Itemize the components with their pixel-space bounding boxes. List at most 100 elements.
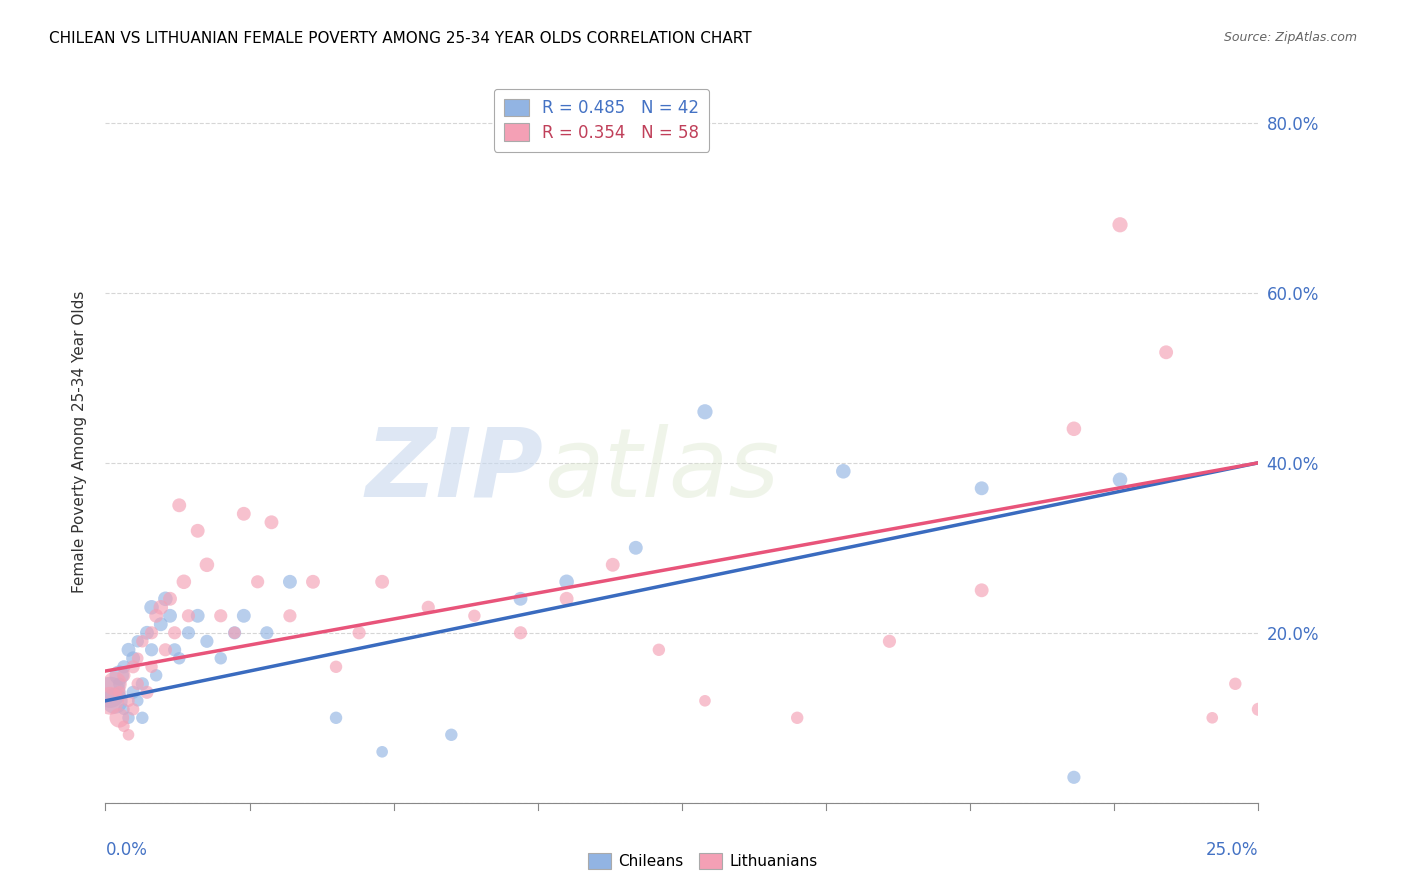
Point: [187, 608, 209, 623]
Point: [347, 625, 370, 640]
Point: [786, 711, 808, 725]
Point: [970, 583, 993, 598]
Point: [127, 677, 149, 691]
Point: [440, 728, 463, 742]
Point: [624, 541, 647, 555]
Point: [209, 608, 232, 623]
Point: [1385, 677, 1406, 691]
Point: [159, 591, 181, 606]
Point: [131, 677, 153, 691]
Point: [1225, 677, 1247, 691]
Point: [141, 625, 163, 640]
Point: [131, 634, 153, 648]
Point: [260, 516, 283, 530]
Point: [108, 711, 131, 725]
Legend: Chileans, Lithuanians: Chileans, Lithuanians: [582, 847, 824, 875]
Point: [177, 625, 200, 640]
Point: [970, 481, 993, 495]
Point: [112, 702, 135, 716]
Point: [108, 677, 131, 691]
Point: [159, 608, 181, 623]
Point: [122, 685, 145, 699]
Point: [232, 507, 254, 521]
Point: [141, 642, 163, 657]
Point: [602, 558, 624, 572]
Point: [1294, 694, 1316, 708]
Point: [155, 591, 177, 606]
Point: [224, 625, 246, 640]
Point: [104, 694, 127, 708]
Point: [463, 608, 485, 623]
Point: [112, 660, 135, 674]
Point: [256, 625, 278, 640]
Point: [163, 625, 186, 640]
Point: [141, 600, 163, 615]
Point: [149, 600, 172, 615]
Point: [1109, 218, 1132, 232]
Point: [122, 651, 145, 665]
Point: [98, 685, 121, 699]
Point: [122, 702, 145, 716]
Point: [112, 719, 135, 733]
Point: [173, 574, 195, 589]
Point: [149, 617, 172, 632]
Point: [1201, 711, 1223, 725]
Point: [131, 711, 153, 725]
Point: [98, 694, 121, 708]
Point: [1270, 668, 1292, 682]
Point: [1063, 422, 1085, 436]
Point: [117, 728, 139, 742]
Point: [1340, 685, 1362, 699]
Point: [108, 685, 131, 699]
Point: [108, 668, 131, 682]
Text: 0.0%: 0.0%: [105, 841, 148, 859]
Point: [302, 574, 325, 589]
Point: [371, 574, 394, 589]
Point: [1316, 642, 1339, 657]
Point: [1109, 473, 1132, 487]
Point: [1063, 770, 1085, 784]
Point: [232, 608, 254, 623]
Point: [177, 608, 200, 623]
Point: [117, 642, 139, 657]
Text: CHILEAN VS LITHUANIAN FEMALE POVERTY AMONG 25-34 YEAR OLDS CORRELATION CHART: CHILEAN VS LITHUANIAN FEMALE POVERTY AMO…: [49, 31, 752, 46]
Point: [187, 524, 209, 538]
Point: [112, 668, 135, 682]
Point: [127, 634, 149, 648]
Point: [278, 574, 301, 589]
Point: [1154, 345, 1177, 359]
Point: [278, 608, 301, 623]
Point: [145, 608, 167, 623]
Point: [195, 558, 218, 572]
Point: [117, 711, 139, 725]
Point: [104, 677, 127, 691]
Point: [127, 694, 149, 708]
Point: [163, 642, 186, 657]
Point: [1247, 702, 1270, 716]
Legend: R = 0.485   N = 42, R = 0.354   N = 58: R = 0.485 N = 42, R = 0.354 N = 58: [494, 88, 709, 152]
Point: [325, 711, 347, 725]
Text: 25.0%: 25.0%: [1206, 841, 1258, 859]
Point: [167, 498, 190, 512]
Point: [325, 660, 347, 674]
Point: [195, 634, 218, 648]
Point: [224, 625, 246, 640]
Point: [371, 745, 394, 759]
Point: [693, 405, 716, 419]
Point: [555, 574, 578, 589]
Point: [693, 694, 716, 708]
Point: [832, 464, 855, 478]
Point: [1362, 702, 1385, 716]
Text: Source: ZipAtlas.com: Source: ZipAtlas.com: [1223, 31, 1357, 45]
Text: atlas: atlas: [544, 424, 779, 517]
Point: [167, 651, 190, 665]
Point: [145, 668, 167, 682]
Point: [127, 651, 149, 665]
Point: [509, 591, 531, 606]
Y-axis label: Female Poverty Among 25-34 Year Olds: Female Poverty Among 25-34 Year Olds: [72, 291, 87, 592]
Point: [879, 634, 901, 648]
Point: [155, 642, 177, 657]
Point: [141, 660, 163, 674]
Point: [648, 642, 671, 657]
Point: [136, 625, 159, 640]
